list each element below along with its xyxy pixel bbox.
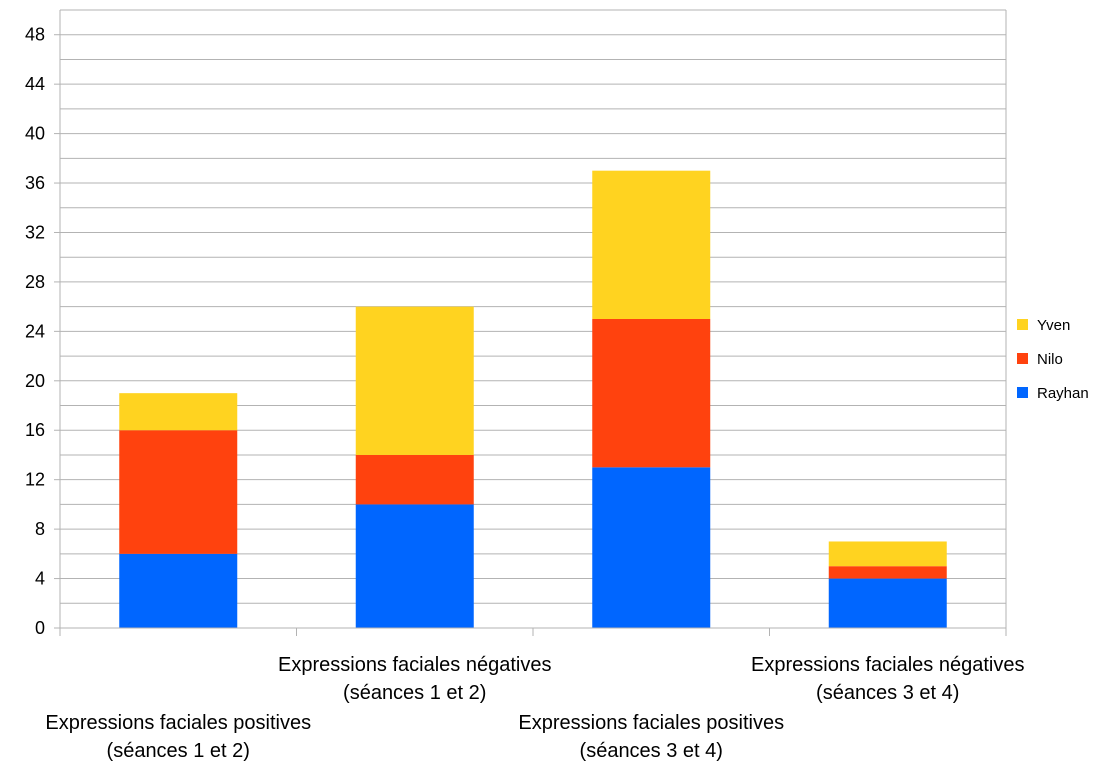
- bar-rayhan-3: [592, 467, 711, 628]
- axes: [59, 10, 1007, 636]
- legend-label-yven: Yven: [1037, 317, 1070, 334]
- x-category-labels: Expressions faciales positives (séances 1…: [45, 654, 1024, 762]
- x-category-label: Expressions faciales positives: [45, 712, 311, 734]
- y-tick-label: 40: [25, 124, 45, 144]
- bar-nilo-3: [592, 319, 711, 468]
- x-category-label: Expressions faciales négatives: [751, 654, 1024, 676]
- x-category-label: (séances 3 et 4): [816, 682, 959, 704]
- x-category-label: Expressions faciales négatives: [278, 654, 551, 676]
- legend-swatch-yven: [1017, 319, 1028, 330]
- bar-yven-4: [828, 541, 947, 567]
- bars: [119, 170, 947, 628]
- legend-label-rayhan: Rayhan: [1037, 385, 1089, 402]
- legend-swatch-rayhan: [1017, 387, 1028, 398]
- bar-rayhan-2: [355, 504, 474, 628]
- y-tick-label: 36: [25, 173, 45, 193]
- bar-nilo-1: [119, 430, 238, 554]
- x-category-label: (séances 1 et 2): [107, 740, 250, 762]
- bar-rayhan-4: [828, 578, 947, 628]
- y-tick-label: 0: [35, 618, 45, 638]
- y-tick-label: 20: [25, 371, 45, 391]
- y-tick-label: 12: [25, 470, 45, 490]
- y-tick-label: 24: [25, 321, 45, 341]
- y-tick-label: 16: [25, 420, 45, 440]
- bar-yven-3: [592, 170, 711, 319]
- bar-yven-1: [119, 393, 238, 431]
- bar-rayhan-1: [119, 553, 238, 628]
- legend-swatch-nilo: [1017, 353, 1028, 364]
- x-category-label: (séances 1 et 2): [343, 682, 486, 704]
- legend-label-nilo: Nilo: [1037, 351, 1063, 368]
- y-tick-label: 4: [35, 569, 45, 589]
- legend: Yven Nilo Rayhan: [1017, 317, 1089, 402]
- y-tick-label: 8: [35, 519, 45, 539]
- bar-yven-2: [355, 306, 474, 455]
- bar-nilo-2: [355, 454, 474, 505]
- y-tick-label: 28: [25, 272, 45, 292]
- x-category-label: Expressions faciales positives: [518, 712, 784, 734]
- x-category-label: (séances 3 et 4): [580, 740, 723, 762]
- y-tick-label: 32: [25, 222, 45, 242]
- y-tick-label: 48: [25, 25, 45, 45]
- y-tick-label: 44: [25, 74, 45, 94]
- bar-nilo-4: [828, 566, 947, 579]
